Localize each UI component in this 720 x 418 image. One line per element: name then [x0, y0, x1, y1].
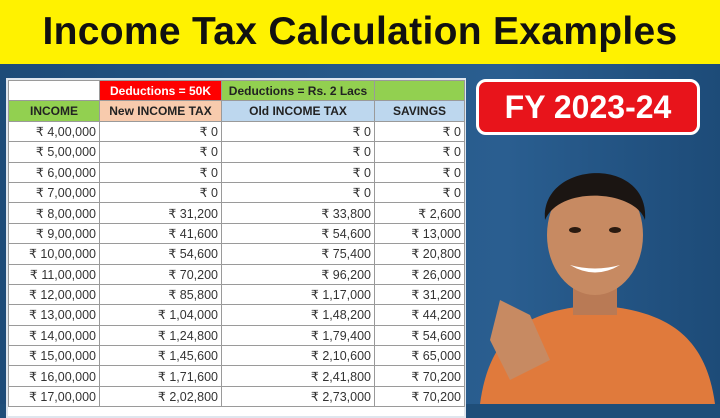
income-cell: ₹ 9,00,000 — [8, 222, 100, 245]
table-row: ₹ 17,00,000 ₹ 2,02,800 ₹ 2,73,000 ₹ 70,200 — [8, 385, 465, 408]
table-row: ₹ 16,00,000 ₹ 1,71,600 ₹ 2,41,800 ₹ 70,200 — [8, 365, 465, 387]
fy-badge: FY 2023-24 — [476, 79, 700, 135]
income-cell: ₹ 4,00,000 — [8, 120, 100, 143]
table-row: ₹ 6,00,000 ₹ 0 ₹ 0 ₹ 0 — [8, 161, 465, 183]
old-tax-cell: ₹ 1,48,200 — [221, 304, 375, 326]
old-tax-cell: ₹ 54,600 — [221, 222, 375, 245]
old-tax-cell: ₹ 0 — [221, 161, 375, 183]
savings-cell: ₹ 0 — [374, 120, 465, 143]
table-row: ₹ 15,00,000 ₹ 1,45,600 ₹ 2,10,600 ₹ 65,000 — [8, 345, 465, 367]
new-tax-cell: ₹ 41,600 — [99, 222, 222, 245]
fy-label: FY 2023-24 — [504, 88, 672, 125]
savings-cell: ₹ 0 — [374, 161, 465, 183]
new-tax-cell: ₹ 0 — [99, 161, 222, 183]
savings-cell: ₹ 44,200 — [374, 304, 465, 326]
old-tax-cell: ₹ 1,17,000 — [221, 283, 375, 306]
old-tax-cell: ₹ 33,800 — [221, 202, 375, 224]
table-row: ₹ 13,00,000 ₹ 1,04,000 ₹ 1,48,200 ₹ 44,200 — [8, 304, 465, 326]
savings-cell: ₹ 26,000 — [374, 263, 465, 285]
column-header-new-tax: New INCOME TAX — [99, 100, 222, 122]
old-deduction-label: Deductions = Rs. 2 Lacs — [221, 79, 375, 102]
title-band: Income Tax Calculation Examples — [0, 0, 720, 64]
old-tax-cell: ₹ 96,200 — [221, 263, 375, 285]
table-row: ₹ 11,00,000 ₹ 70,200 ₹ 96,200 ₹ 26,000 — [8, 263, 465, 285]
new-tax-cell: ₹ 1,24,800 — [99, 324, 222, 347]
income-cell: ₹ 15,00,000 — [8, 345, 100, 367]
old-tax-cell: ₹ 2,10,600 — [221, 345, 375, 367]
new-tax-cell: ₹ 0 — [99, 141, 222, 163]
savings-cell: ₹ 2,600 — [374, 202, 465, 224]
savings-cell: ₹ 31,200 — [374, 283, 465, 306]
income-cell: ₹ 16,00,000 — [8, 365, 100, 387]
presenter-photo — [480, 173, 715, 404]
new-tax-cell: ₹ 31,200 — [99, 202, 222, 224]
eye — [609, 227, 621, 233]
income-cell: ₹ 14,00,000 — [8, 324, 100, 347]
old-tax-cell: ₹ 2,41,800 — [221, 365, 375, 387]
table-row: ₹ 12,00,000 ₹ 85,800 ₹ 1,17,000 ₹ 31,200 — [8, 283, 465, 306]
savings-cell: ₹ 0 — [374, 181, 465, 204]
table-row: ₹ 8,00,000 ₹ 31,200 ₹ 33,800 ₹ 2,600 — [8, 202, 465, 224]
new-tax-cell: ₹ 1,71,600 — [99, 365, 222, 387]
table-row: ₹ 4,00,000 ₹ 0 ₹ 0 ₹ 0 — [8, 120, 465, 143]
blank-cell — [374, 79, 465, 102]
income-cell: ₹ 7,00,000 — [8, 181, 100, 204]
old-tax-cell: ₹ 0 — [221, 141, 375, 163]
old-tax-cell: ₹ 1,79,400 — [221, 324, 375, 347]
old-tax-cell: ₹ 0 — [221, 181, 375, 204]
table-row: ₹ 9,00,000 ₹ 41,600 ₹ 54,600 ₹ 13,000 — [8, 222, 465, 245]
income-cell: ₹ 8,00,000 — [8, 202, 100, 224]
income-cell: ₹ 12,00,000 — [8, 283, 100, 306]
hair — [544, 173, 646, 220]
savings-cell: ₹ 20,800 — [374, 243, 465, 265]
table-row: ₹ 7,00,000 ₹ 0 ₹ 0 ₹ 0 — [8, 181, 465, 204]
income-cell: ₹ 11,00,000 — [8, 263, 100, 285]
savings-cell: ₹ 54,600 — [374, 324, 465, 347]
savings-cell: ₹ 0 — [374, 141, 465, 163]
new-tax-cell: ₹ 0 — [99, 120, 222, 143]
shirt — [480, 305, 715, 404]
income-cell: ₹ 6,00,000 — [8, 161, 100, 183]
income-cell: ₹ 17,00,000 — [8, 385, 100, 408]
tax-table: Deductions = 50K Deductions = Rs. 2 Lacs… — [6, 78, 466, 418]
savings-cell: ₹ 70,200 — [374, 365, 465, 387]
income-cell: ₹ 13,00,000 — [8, 304, 100, 326]
column-header-savings: SAVINGS — [374, 100, 465, 122]
new-tax-cell: ₹ 1,45,600 — [99, 345, 222, 367]
savings-cell: ₹ 65,000 — [374, 345, 465, 367]
new-tax-cell: ₹ 54,600 — [99, 243, 222, 265]
eye — [569, 227, 581, 233]
table-row: ₹ 5,00,000 ₹ 0 ₹ 0 ₹ 0 — [8, 141, 465, 163]
column-header-income: INCOME — [8, 100, 100, 122]
face — [547, 175, 643, 295]
page-title: Income Tax Calculation Examples — [42, 10, 678, 53]
old-tax-cell: ₹ 75,400 — [221, 243, 375, 265]
income-cell: ₹ 5,00,000 — [8, 141, 100, 163]
new-deduction-label: Deductions = 50K — [99, 79, 222, 102]
new-tax-cell: ₹ 70,200 — [99, 263, 222, 285]
blank-cell — [8, 79, 100, 102]
savings-cell: ₹ 70,200 — [374, 385, 465, 408]
column-header-old-tax: Old INCOME TAX — [221, 100, 375, 122]
smile — [570, 265, 620, 273]
table-row: ₹ 10,00,000 ₹ 54,600 ₹ 75,400 ₹ 20,800 — [8, 243, 465, 265]
old-tax-cell: ₹ 0 — [221, 120, 375, 143]
income-cell: ₹ 10,00,000 — [8, 243, 100, 265]
table-row: ₹ 14,00,000 ₹ 1,24,800 ₹ 1,79,400 ₹ 54,600 — [8, 324, 465, 347]
column-header-row: INCOME New INCOME TAX Old INCOME TAX SAV… — [8, 100, 465, 122]
new-tax-cell: ₹ 1,04,000 — [99, 304, 222, 326]
new-tax-cell: ₹ 85,800 — [99, 283, 222, 306]
pointing-hand — [490, 300, 550, 380]
deduction-header-row: Deductions = 50K Deductions = Rs. 2 Lacs — [8, 79, 465, 102]
savings-cell: ₹ 13,000 — [374, 222, 465, 245]
new-tax-cell: ₹ 0 — [99, 181, 222, 204]
